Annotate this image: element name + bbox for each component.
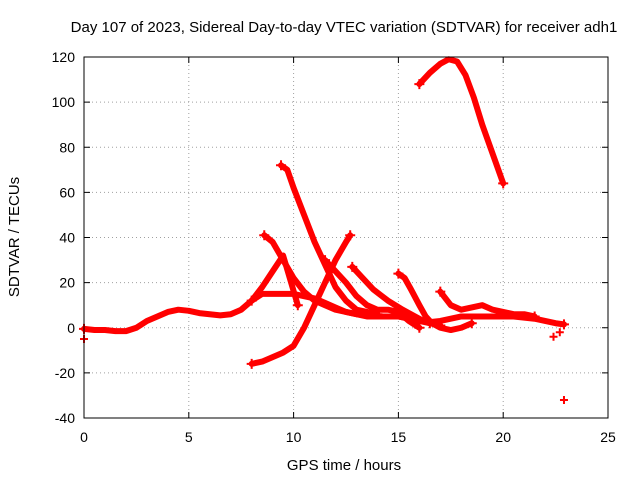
- y-tick-label: 20: [59, 275, 75, 291]
- data-point: [559, 395, 568, 404]
- series-line: [349, 263, 433, 327]
- y-tick-label: -20: [55, 365, 75, 381]
- plot-frame: [83, 56, 609, 419]
- x-tick-label: 0: [80, 429, 88, 445]
- data-point: [529, 311, 540, 322]
- chart-title: Day 107 of 2023, Sidereal Day-to-day VTE…: [71, 19, 618, 36]
- x-tick-label: 15: [391, 429, 407, 445]
- data-point: [320, 255, 331, 266]
- data-point: [435, 286, 446, 297]
- data-point: [276, 160, 287, 171]
- series-arc-d: [246, 252, 303, 311]
- series-arc-h: [414, 56, 509, 189]
- x-tick-label: 10: [286, 429, 302, 445]
- data-point: [414, 322, 425, 333]
- series-line: [322, 257, 423, 331]
- series-arc-g: [393, 268, 477, 334]
- series-line: [248, 252, 301, 309]
- x-axis-title: GPS time / hours: [287, 457, 401, 474]
- y-tick-label: 60: [59, 184, 75, 200]
- data-point: [393, 268, 404, 279]
- data-point: [246, 358, 257, 369]
- y-tick-label: 40: [59, 230, 75, 246]
- data-point: [347, 261, 358, 272]
- grid-lines: [84, 57, 608, 418]
- x-tick-label: 20: [495, 429, 511, 445]
- data-series: [79, 56, 569, 404]
- data-point: [498, 178, 509, 189]
- y-tick-label: 0: [67, 320, 75, 336]
- y-axis-title: SDTVAR / TECUs: [6, 177, 23, 297]
- data-point: [259, 230, 270, 241]
- y-tick-label: -40: [55, 410, 75, 426]
- data-point: [466, 318, 477, 329]
- series-line: [416, 56, 507, 187]
- series-line: [395, 270, 475, 334]
- x-tick-label: 25: [600, 429, 616, 445]
- series-arc-e: [320, 255, 425, 333]
- series-arc-i: [435, 286, 540, 322]
- data-point: [246, 295, 257, 306]
- series-line: [248, 232, 354, 367]
- y-tick-label: 80: [59, 139, 75, 155]
- series-arc-a: [246, 230, 356, 369]
- data-point: [292, 300, 303, 311]
- data-point: [555, 328, 564, 337]
- y-tick-label: 120: [52, 49, 76, 65]
- data-point: [549, 332, 558, 341]
- data-point: [414, 79, 425, 90]
- series-line: [437, 288, 538, 320]
- data-point: [558, 319, 569, 330]
- y-tick-label: 100: [52, 94, 76, 110]
- x-tick-label: 5: [185, 429, 193, 445]
- data-point: [345, 230, 356, 241]
